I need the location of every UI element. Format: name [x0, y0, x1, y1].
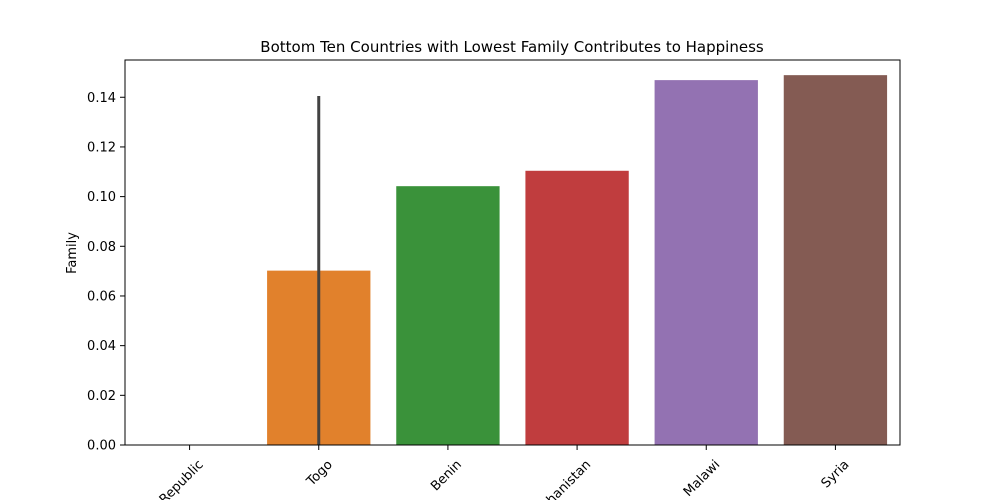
chart-title: Bottom Ten Countries with Lowest Family … [260, 38, 764, 56]
y-axis-label: Family [65, 232, 80, 274]
bar-3 [396, 186, 500, 445]
y-tick-label-8: 0.14 [87, 91, 116, 106]
y-tick-label-1: 0.00 [87, 439, 116, 454]
y-tick-label-5: 0.08 [87, 240, 116, 255]
bars-group [267, 75, 888, 445]
plot-frame [124, 59, 901, 446]
y-tick-label-2: 0.02 [87, 389, 116, 404]
y-tick-label-6: 0.10 [87, 190, 116, 205]
bar-6 [783, 75, 888, 445]
bar-4 [525, 170, 629, 445]
y-tick-label-4: 0.06 [87, 289, 116, 304]
y-tick-label-7: 0.12 [87, 140, 116, 155]
y-tick-label-3: 0.04 [87, 339, 116, 354]
bar-5 [654, 80, 758, 445]
y-axis: 0.00 0.02 0.04 0.06 0.08 0.10 0.12 0.14 [87, 91, 125, 454]
